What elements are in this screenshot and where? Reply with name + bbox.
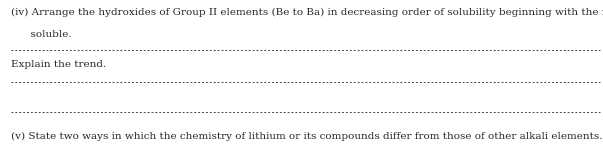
Text: soluble.: soluble. bbox=[11, 30, 72, 39]
Text: Explain the trend.: Explain the trend. bbox=[11, 60, 106, 69]
Text: (iv) Arrange the hydroxides of Group II elements (Be to Ba) in decreasing order : (iv) Arrange the hydroxides of Group II … bbox=[11, 8, 603, 17]
Text: (v) State two ways in which the chemistry of lithium or its compounds differ fro: (v) State two ways in which the chemistr… bbox=[11, 132, 602, 141]
